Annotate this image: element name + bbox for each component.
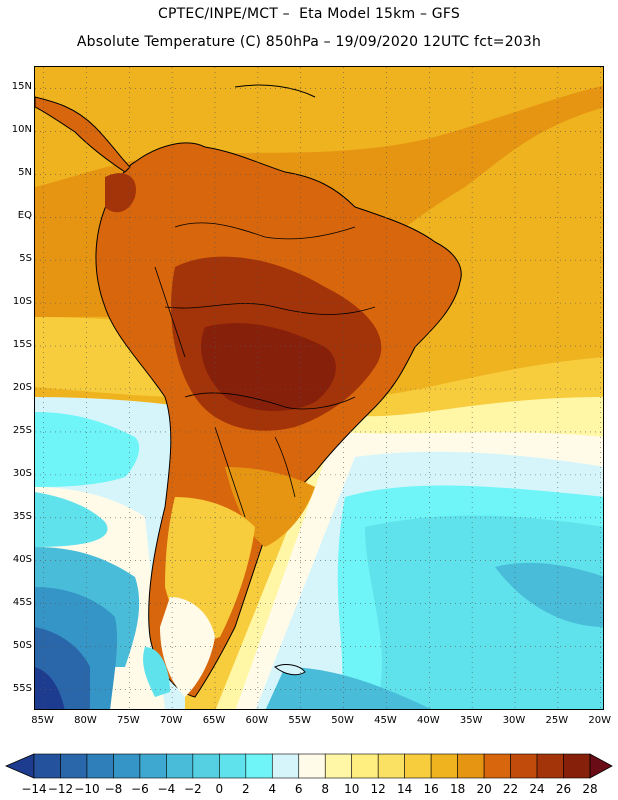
colorbar-label: −8 [104,782,123,796]
map-title-line2: Absolute Temperature (C) 850hPa – 19/09/… [76,34,542,50]
colorbar-label: −2 [183,782,202,796]
lat-lon-grid [35,67,603,709]
colorbar-label: 14 [397,782,413,796]
colorbar-label: 16 [423,782,439,796]
latitude-label: 5S [19,253,32,265]
colorbar-label: −6 [131,782,149,796]
temperature-field [35,67,603,709]
colorbar-swatch [60,753,88,779]
latitude-label: 15S [12,339,32,351]
central-america [35,96,131,173]
colorbar-swatch [377,753,405,779]
latitude-label: 30S [12,467,32,479]
colorbar-label: 10 [344,782,360,796]
longitude-label: 55W [288,715,312,726]
colorbar-label: 18 [449,782,466,796]
colorbar-label: −10 [74,782,100,796]
colorbar-arrow-low [4,753,35,779]
pacific-cyan-a [35,412,140,487]
north-hot [105,173,136,213]
colorbar-label: −4 [157,782,176,796]
temperature-colorbar [4,753,613,779]
colorbar-swatch [139,753,167,779]
colorbar-swatch [483,753,511,779]
longitude-label: 75W [116,715,140,726]
colorbar-swatch [86,753,114,779]
colorbar-swatch [430,753,458,779]
colorbar-swatch [219,753,247,779]
latitude-label: 35S [12,510,32,522]
colorbar-swatch [192,753,220,779]
colorbar-swatch [271,753,300,779]
colorbar-label: 12 [370,782,386,796]
longitude-label: 35W [459,715,483,726]
drake-passage [265,667,431,709]
colorbar-swatch [324,753,353,779]
patagonia-cream [160,597,215,697]
latitude-label: EQ [17,210,32,222]
colorbar-swatch [113,753,141,779]
colorbar-label: 26 [555,782,572,796]
atlantic-blue-patch [495,562,603,627]
colorbar-swatch [245,753,273,779]
colorbar-swatch [33,753,61,779]
country-borders [154,222,376,518]
colorbar-swatch [351,753,379,779]
colorbar-label: 8 [321,782,330,796]
interior-hottest [201,323,336,412]
north-atlantic-yellow [35,67,603,187]
longitude-label: 45W [374,715,397,726]
colorbar-label: 2 [241,782,250,796]
colorbar-swatch [457,753,485,779]
colorbar-label: 28 [582,782,598,796]
colorbar-swatch [563,753,591,779]
colorbar-label: 6 [294,782,303,796]
longitude-label: 50W [331,715,354,726]
chile-south-cyan [143,647,170,697]
latitude-label: 20S [12,382,32,393]
colorbar-label: 22 [502,782,519,796]
longitude-label: 85W [31,715,54,726]
colorbar-swatch [166,753,194,779]
latitude-label: 50S [12,639,32,651]
colorbar-swatch [536,753,564,779]
colorbar-label: 24 [529,782,545,796]
longitude-label: 65W [202,715,226,726]
colorbar-label: −14 [21,782,47,796]
latitude-label: 10N [11,124,32,136]
latitude-label: 40S [12,553,32,565]
colorbar-label: 0 [215,782,224,796]
colorbar-label: 20 [476,782,492,796]
longitude-label: 30W [502,715,526,726]
temperature-map [34,66,604,710]
longitude-label: 70W [159,715,183,726]
latitude-label: 15N [11,81,32,93]
longitude-label: 20W [588,715,612,726]
latitude-label: 5N [18,167,32,179]
falkland-islands [274,664,306,676]
latitude-label: 55S [12,682,32,694]
pacific-blue-d [35,667,65,709]
longitude-label: 60W [245,715,269,726]
colorbar-swatch [404,753,432,779]
longitude-label: 25W [545,715,569,726]
colorbar-label: 4 [268,782,277,796]
caribbean-islands [234,84,316,98]
colorbar-swatch [298,753,326,779]
longitude-label: 40W [416,715,440,726]
latitude-label: 25S [12,424,32,436]
latitude-label: 45S [12,596,32,608]
colorbar-swatch [510,753,538,779]
latitude-label: 10S [12,296,32,308]
colorbar-arrow-high [589,753,613,779]
longitude-label: 80W [74,715,97,726]
map-title-line1: CPTEC/INPE/MCT – Eta Model 15km – GFS [158,6,460,22]
colorbar-label: −12 [47,782,74,796]
pacific-cyan-b [35,492,108,547]
